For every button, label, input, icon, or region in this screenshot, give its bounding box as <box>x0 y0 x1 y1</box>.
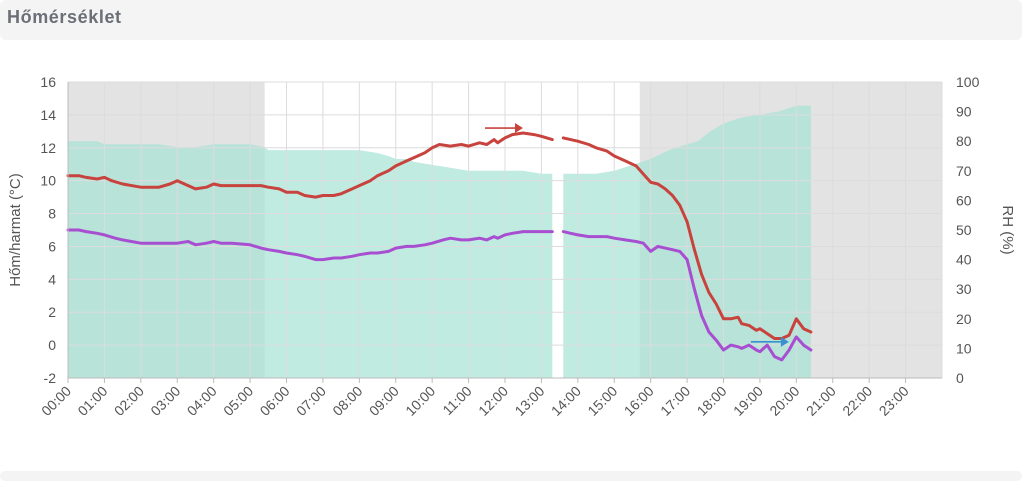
panel-header: Hőmérséklet <box>0 0 1022 40</box>
x-tick-label: 13:00 <box>511 383 547 419</box>
red-arrow-head-0 <box>515 123 523 134</box>
series-lines <box>66 131 813 362</box>
x-tick-label: 00:00 <box>38 383 74 419</box>
y2-tick-label: 20 <box>956 311 972 327</box>
x-tick-label: 10:00 <box>402 383 438 419</box>
y-tick-label: -2 <box>44 370 57 386</box>
x-tick-label: 08:00 <box>329 383 365 419</box>
x-tick-label: 02:00 <box>111 383 147 419</box>
x-tick-label: 20:00 <box>766 383 802 419</box>
y2-tick-label: 10 <box>956 340 972 356</box>
x-tick-label: 16:00 <box>621 383 657 419</box>
y2-tick-label: 100 <box>956 74 980 90</box>
y2-tick-label: 50 <box>956 222 972 238</box>
x-tick-label: 23:00 <box>876 383 912 419</box>
chart-grid <box>67 81 943 379</box>
y-tick-label: 14 <box>40 107 56 123</box>
x-tick-label: 18:00 <box>694 383 730 419</box>
y2-tick-label: 0 <box>956 370 964 386</box>
y2-tick-label: 40 <box>956 252 972 268</box>
y-tick-label: 0 <box>48 337 56 353</box>
y-tick-label: 16 <box>40 74 56 90</box>
x-tick-label: 14:00 <box>548 383 584 419</box>
panel-title: Hőmérséklet <box>7 7 122 27</box>
x-tick-label: 15:00 <box>584 383 620 419</box>
y-tick-label: 10 <box>40 173 56 189</box>
y2-tick-label: 60 <box>956 192 972 208</box>
x-tick-label: 03:00 <box>147 383 183 419</box>
y-tick-label: 6 <box>48 238 56 254</box>
x-tick-label: 12:00 <box>475 383 511 419</box>
y-axis-label: Hőm/harmat (°C) <box>7 173 24 287</box>
blue-arrow-head-1 <box>780 336 789 347</box>
x-tick-label: 09:00 <box>366 383 402 419</box>
rh-area-segment-0 <box>68 141 553 378</box>
y-tick-label: 2 <box>48 304 56 320</box>
x-tick-label: 07:00 <box>293 383 329 419</box>
dewpoint-line-1 <box>561 230 813 362</box>
y2-tick-label: 90 <box>956 104 972 120</box>
x-tick-label: 01:00 <box>74 383 110 419</box>
y2-tick-label: 80 <box>956 133 972 149</box>
x-tick-label: 11:00 <box>439 383 475 419</box>
y2-tick-label: 70 <box>956 163 972 179</box>
x-tick-label: 04:00 <box>184 383 220 419</box>
next-panel-header <box>0 471 1022 481</box>
y-tick-label: 8 <box>48 206 56 222</box>
y2-axis-label: RH (%) <box>999 205 1016 254</box>
dewpoint-line-0 <box>66 228 554 262</box>
x-tick-label: 17:00 <box>657 383 693 419</box>
x-tick-label: 06:00 <box>257 383 293 419</box>
chart-annotations <box>485 123 789 347</box>
x-tick-label: 05:00 <box>220 383 256 419</box>
y2-tick-label: 30 <box>956 281 972 297</box>
y-tick-label: 12 <box>40 140 56 156</box>
temperature-line-0 <box>66 131 554 199</box>
y-tick-label: 4 <box>48 271 56 287</box>
x-tick-label: 22:00 <box>839 383 875 419</box>
x-tick-label: 19:00 <box>730 383 766 419</box>
temperature-line-1 <box>561 136 813 340</box>
x-tick-label: 21:00 <box>803 383 839 419</box>
